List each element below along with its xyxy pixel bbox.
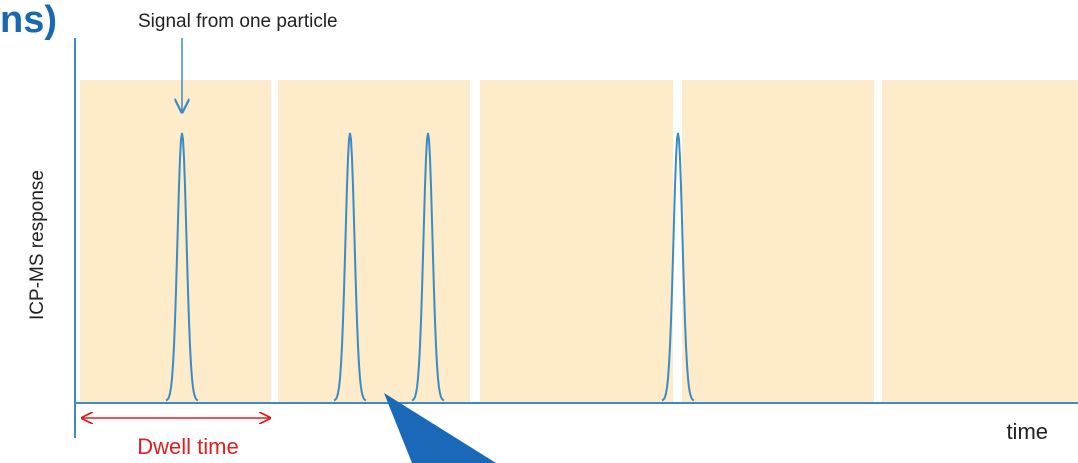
dwell-label: Dwell time [137, 434, 238, 459]
peak [333, 132, 367, 402]
panel [278, 80, 470, 402]
title: ns) [0, 0, 57, 41]
pointer [384, 393, 496, 463]
panel [80, 80, 271, 402]
x-label: time [1006, 419, 1048, 444]
dwell-panels [80, 80, 1078, 402]
y-label: ICP-MS response [27, 170, 48, 320]
peak [411, 132, 445, 402]
peak [165, 132, 199, 402]
peak [661, 132, 695, 402]
annotation: Signal from one particle [138, 11, 338, 32]
panel [480, 80, 673, 402]
panel [882, 80, 1078, 402]
peaks [165, 132, 695, 402]
panel [682, 80, 874, 402]
